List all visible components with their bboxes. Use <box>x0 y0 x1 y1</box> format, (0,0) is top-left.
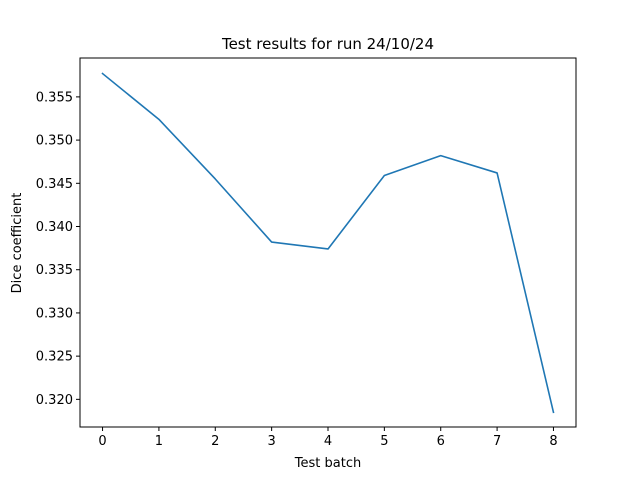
series-line-0 <box>101 72 555 414</box>
x-tick-label: 3 <box>267 434 275 449</box>
y-tick-label: 0.335 <box>36 263 73 278</box>
y-tick-label: 0.330 <box>36 306 73 321</box>
chart-title: Test results for run 24/10/24 <box>221 35 434 53</box>
x-tick-label: 5 <box>380 434 388 449</box>
x-tick-label: 2 <box>211 434 219 449</box>
x-tick-label: 0 <box>98 434 106 449</box>
x-tick-label: 1 <box>155 434 163 449</box>
x-tick-label: 7 <box>493 434 501 449</box>
y-tick-label: 0.355 <box>36 90 73 105</box>
plot-area: 0 1 2 3 4 5 6 7 8 0.320 0.325 0.330 0.335 0.340 0.345 0… <box>36 57 577 449</box>
y-tick-label: 0.320 <box>36 393 73 408</box>
x-tick-label: 6 <box>437 434 445 449</box>
y-tick-label: 0.350 <box>36 134 73 149</box>
x-tick-label: 8 <box>549 434 557 449</box>
x-axis-label: Test batch <box>294 456 361 471</box>
y-axis-label: Dice coefficient <box>10 193 25 294</box>
y-tick-label: 0.340 <box>36 220 73 235</box>
y-tick-label: 0.345 <box>36 177 73 192</box>
y-tick-label: 0.325 <box>36 350 73 365</box>
axes-frame <box>79 57 577 428</box>
x-tick-label: 4 <box>324 434 332 449</box>
